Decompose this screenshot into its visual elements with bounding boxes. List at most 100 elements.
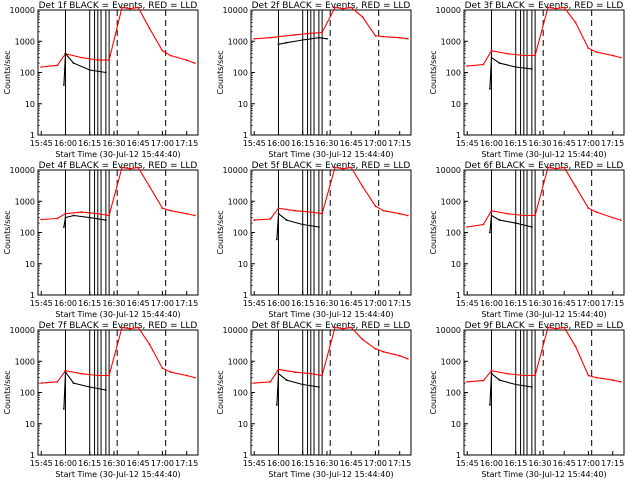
data-point bbox=[108, 214, 111, 217]
y-tick-label: 10000 bbox=[223, 6, 248, 15]
data-point bbox=[64, 52, 67, 55]
data-point bbox=[530, 386, 533, 388]
y-tick-label: 10 bbox=[25, 420, 35, 429]
data-point bbox=[56, 64, 59, 67]
data-point bbox=[406, 357, 409, 360]
data-point bbox=[398, 354, 401, 357]
data-point bbox=[547, 6, 549, 9]
y-axis-label: Counts/sec bbox=[429, 210, 438, 254]
y-tick-label: 10000 bbox=[436, 6, 461, 15]
data-point bbox=[108, 374, 111, 377]
data-point bbox=[326, 37, 328, 40]
x-tick-label: 16:45 bbox=[340, 299, 363, 308]
y-tick-label: 1000 bbox=[228, 357, 248, 366]
lld-series-line bbox=[254, 326, 408, 384]
data-point bbox=[488, 404, 491, 406]
data-point bbox=[64, 371, 67, 373]
x-tick-label: 17:15 bbox=[175, 459, 198, 468]
lld-series-line bbox=[41, 166, 195, 221]
data-point bbox=[193, 62, 196, 64]
y-tick-label: 1000 bbox=[441, 37, 461, 46]
detector-chart-1: Det 1f BLACK = Events, RED = LLD 1 10 100 10… bbox=[3, 1, 199, 159]
data-point bbox=[574, 185, 577, 188]
y-axis-label: Counts/sec bbox=[3, 50, 12, 94]
data-point bbox=[72, 214, 75, 217]
x-tick-label: 15:45 bbox=[456, 459, 479, 468]
data-point bbox=[342, 7, 345, 10]
data-point bbox=[169, 209, 172, 212]
data-point bbox=[490, 49, 493, 52]
y-axis-label: Counts/sec bbox=[216, 370, 225, 414]
y-tick-label: 10 bbox=[238, 260, 248, 269]
data-point bbox=[161, 367, 164, 370]
x-tick-label: 17:15 bbox=[175, 139, 198, 148]
data-point bbox=[595, 51, 598, 53]
x-tick-label: 16:00 bbox=[267, 299, 290, 308]
data-point bbox=[301, 39, 304, 41]
x-axis-label: Start Time (30-Jul-12 15:44:40) bbox=[268, 150, 393, 159]
data-point bbox=[137, 166, 140, 169]
data-point bbox=[342, 327, 345, 330]
data-point bbox=[382, 35, 385, 38]
x-tick-label: 16:00 bbox=[54, 459, 77, 468]
data-point bbox=[253, 382, 256, 384]
data-point bbox=[96, 374, 99, 377]
x-tick-label: 17:00 bbox=[577, 139, 600, 148]
x-tick-label: 16:30 bbox=[528, 139, 551, 148]
x-tick-label: 17:15 bbox=[601, 139, 624, 148]
data-point bbox=[488, 231, 491, 234]
events-series-line bbox=[276, 372, 319, 405]
data-point bbox=[466, 65, 469, 68]
y-tick-label: 10000 bbox=[10, 166, 35, 175]
y-tick-label: 1000 bbox=[15, 357, 35, 366]
x-axis-label: Start Time (30-Jul-12 15:44:40) bbox=[268, 470, 393, 479]
y-tick-label: 10000 bbox=[223, 166, 248, 175]
x-tick-label: 16:45 bbox=[127, 299, 150, 308]
x-tick-label: 16:30 bbox=[315, 299, 338, 308]
lld-series-line bbox=[254, 166, 408, 221]
y-tick-label: 10 bbox=[451, 100, 461, 109]
data-point bbox=[522, 214, 525, 217]
data-point bbox=[406, 214, 409, 217]
x-tick-label: 17:00 bbox=[151, 459, 174, 468]
y-tick-label: 1 bbox=[30, 451, 35, 460]
y-tick-label: 1 bbox=[30, 131, 35, 140]
detector-chart-8: Det 8f BLACK = Events, RED = LLD 1 10 100 10… bbox=[216, 321, 412, 479]
data-point bbox=[506, 372, 509, 375]
data-point bbox=[275, 238, 278, 241]
data-point bbox=[56, 380, 59, 383]
data-point bbox=[277, 207, 280, 210]
y-axis-label: Counts/sec bbox=[216, 50, 225, 94]
x-tick-label: 16:30 bbox=[102, 459, 125, 468]
data-point bbox=[253, 37, 256, 40]
x-tick-label: 16:15 bbox=[504, 139, 527, 148]
plot-frame bbox=[463, 329, 625, 456]
data-point bbox=[129, 7, 132, 10]
detector-chart-2: Det 2f BLACK = Events, RED = LLD 1 10 100 10… bbox=[216, 1, 412, 159]
y-tick-label: 100 bbox=[233, 229, 248, 238]
data-point bbox=[534, 214, 537, 217]
data-point bbox=[137, 6, 140, 9]
data-point bbox=[534, 54, 537, 57]
data-point bbox=[88, 69, 91, 71]
data-point bbox=[321, 212, 324, 215]
data-point bbox=[350, 6, 353, 9]
data-point bbox=[62, 407, 65, 410]
y-tick-label: 10 bbox=[25, 260, 35, 269]
data-point bbox=[72, 382, 75, 384]
data-point bbox=[104, 389, 107, 391]
data-point bbox=[611, 216, 614, 219]
data-point bbox=[587, 207, 590, 210]
data-point bbox=[530, 226, 533, 228]
x-tick-label: 17:15 bbox=[175, 299, 198, 308]
x-axis-label: Start Time (30-Jul-12 15:44:40) bbox=[55, 470, 180, 479]
data-point bbox=[382, 350, 385, 353]
y-tick-label: 10000 bbox=[436, 326, 461, 335]
y-tick-label: 1000 bbox=[441, 357, 461, 366]
x-tick-label: 15:45 bbox=[30, 139, 53, 148]
data-point bbox=[277, 35, 280, 38]
x-tick-label: 17:00 bbox=[364, 459, 387, 468]
x-tick-label: 16:45 bbox=[340, 139, 363, 148]
data-point bbox=[88, 386, 91, 388]
